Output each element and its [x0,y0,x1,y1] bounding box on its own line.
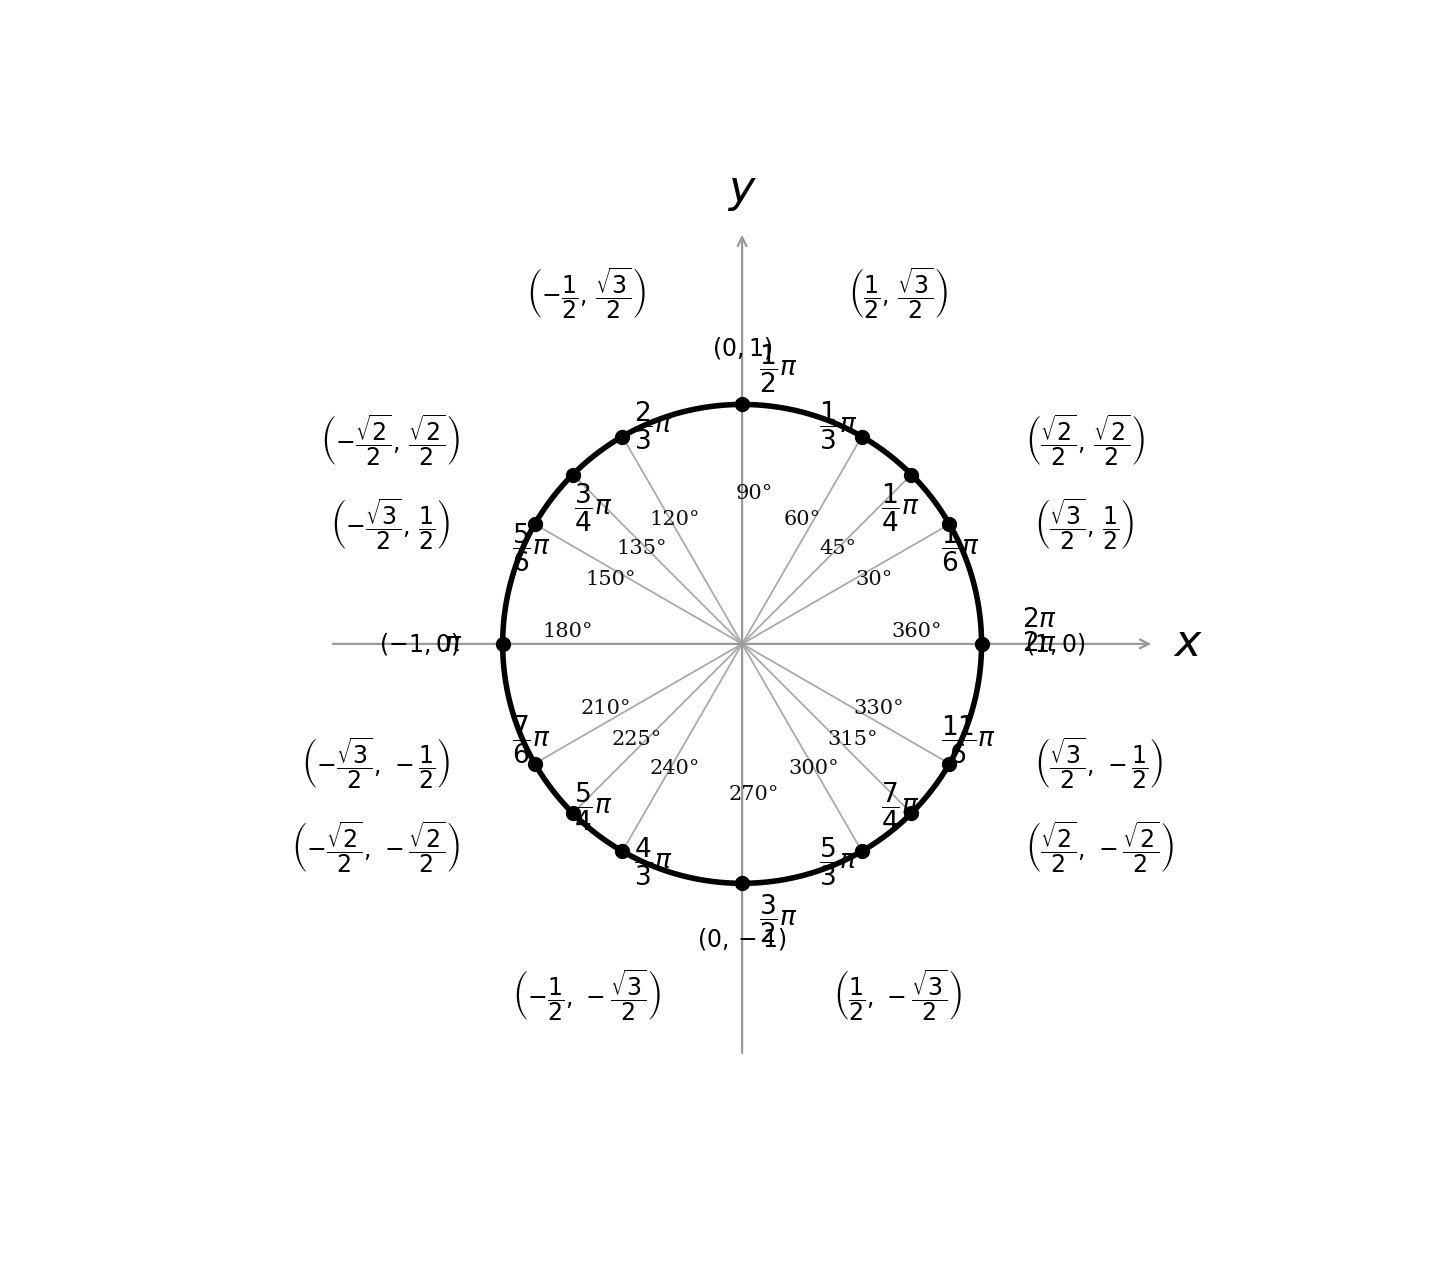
Text: 270°: 270° [728,785,779,805]
Text: $\dfrac{1}{2}\pi$: $\dfrac{1}{2}\pi$ [759,343,798,395]
Text: $\dfrac{11}{6}\pi$: $\dfrac{11}{6}\pi$ [941,714,996,766]
Text: 45°: 45° [820,538,856,557]
Text: $(1,0)$: $(1,0)$ [1025,631,1085,657]
Text: $\boldsymbol{\mathit{y}}$: $\boldsymbol{\mathit{y}}$ [727,170,757,213]
Text: $\dfrac{1}{3}\pi$: $\dfrac{1}{3}\pi$ [818,400,857,453]
Text: $\dfrac{4}{3}\pi$: $\dfrac{4}{3}\pi$ [634,835,673,887]
Text: $\dfrac{5}{3}\pi$: $\dfrac{5}{3}\pi$ [818,835,857,887]
Text: $(-1,0)$: $(-1,0)$ [379,631,459,657]
Text: 90°: 90° [736,483,773,502]
Text: 30°: 30° [856,570,892,589]
Text: $\dfrac{3}{4}\pi$: $\dfrac{3}{4}\pi$ [575,481,613,533]
Text: 210°: 210° [581,699,631,718]
Text: $\left(-\dfrac{1}{2},\,-\dfrac{\sqrt{3}}{2}\right)$: $\left(-\dfrac{1}{2},\,-\dfrac{\sqrt{3}}… [511,968,662,1023]
Text: $\boldsymbol{\mathit{x}}$: $\boldsymbol{\mathit{x}}$ [1173,622,1202,666]
Text: $\left(\dfrac{\sqrt{3}}{2},\,\dfrac{1}{2}\right)$: $\left(\dfrac{\sqrt{3}}{2},\,\dfrac{1}{2… [1034,496,1135,552]
Text: 360°: 360° [892,622,943,641]
Text: $\left(\dfrac{1}{2},\,\dfrac{\sqrt{3}}{2}\right)$: $\left(\dfrac{1}{2},\,\dfrac{\sqrt{3}}{2… [847,265,948,320]
Text: 60°: 60° [783,510,821,529]
Text: $\dfrac{3}{2}\pi$: $\dfrac{3}{2}\pi$ [759,892,798,945]
Text: 300°: 300° [789,759,840,778]
Text: 240°: 240° [650,759,701,778]
Text: $\dfrac{7}{4}\pi$: $\dfrac{7}{4}\pi$ [880,780,919,833]
Text: $\left(\dfrac{\sqrt{2}}{2},\,\dfrac{\sqrt{2}}{2}\right)$: $\left(\dfrac{\sqrt{2}}{2},\,\dfrac{\sqr… [1025,412,1145,468]
Text: $\left(-\dfrac{1}{2},\,\dfrac{\sqrt{3}}{2}\right)$: $\left(-\dfrac{1}{2},\,\dfrac{\sqrt{3}}{… [526,265,647,320]
Text: 225°: 225° [611,731,662,750]
Text: 135°: 135° [617,538,666,557]
Text: 180°: 180° [542,622,592,641]
Text: $(0,-1)$: $(0,-1)$ [698,927,786,952]
Text: $\dfrac{1}{4}\pi$: $\dfrac{1}{4}\pi$ [880,481,919,533]
Text: $\dfrac{5}{4}\pi$: $\dfrac{5}{4}\pi$ [575,780,613,833]
Text: $2\pi$: $2\pi$ [1022,631,1057,657]
Text: $\left(\dfrac{\sqrt{2}}{2},\,-\dfrac{\sqrt{2}}{2}\right)$: $\left(\dfrac{\sqrt{2}}{2},\,-\dfrac{\sq… [1025,820,1174,876]
Text: $\left(-\dfrac{\sqrt{3}}{2},\,\dfrac{1}{2}\right)$: $\left(-\dfrac{\sqrt{3}}{2},\,\dfrac{1}{… [330,496,450,552]
Text: 150°: 150° [585,570,636,589]
Text: $2\pi$: $2\pi$ [1022,607,1057,632]
Text: $\dfrac{1}{6}\pi$: $\dfrac{1}{6}\pi$ [941,521,979,574]
Text: $\left(-\dfrac{\sqrt{2}}{2},\,\dfrac{\sqrt{2}}{2}\right)$: $\left(-\dfrac{\sqrt{2}}{2},\,\dfrac{\sq… [320,412,459,468]
Text: $(0,1)$: $(0,1)$ [712,335,772,361]
Text: $\left(\dfrac{\sqrt{3}}{2},\,-\dfrac{1}{2}\right)$: $\left(\dfrac{\sqrt{3}}{2},\,-\dfrac{1}{… [1034,736,1164,792]
Text: $\left(-\dfrac{\sqrt{3}}{2},\,-\dfrac{1}{2}\right)$: $\left(-\dfrac{\sqrt{3}}{2},\,-\dfrac{1}… [301,736,450,792]
Text: $\dfrac{7}{6}\pi$: $\dfrac{7}{6}\pi$ [513,714,550,766]
Text: 120°: 120° [650,510,701,529]
Text: 315°: 315° [827,731,877,750]
Text: $\dfrac{5}{6}\pi$: $\dfrac{5}{6}\pi$ [513,521,550,574]
Text: $\left(\dfrac{1}{2},\,-\dfrac{\sqrt{3}}{2}\right)$: $\left(\dfrac{1}{2},\,-\dfrac{\sqrt{3}}{… [833,968,963,1023]
Text: $\left(-\dfrac{\sqrt{2}}{2},\,-\dfrac{\sqrt{2}}{2}\right)$: $\left(-\dfrac{\sqrt{2}}{2},\,-\dfrac{\s… [291,820,459,876]
Text: 330°: 330° [853,699,904,718]
Text: $\dfrac{2}{3}\pi$: $\dfrac{2}{3}\pi$ [634,400,673,453]
Text: $\pi$: $\pi$ [443,631,462,657]
